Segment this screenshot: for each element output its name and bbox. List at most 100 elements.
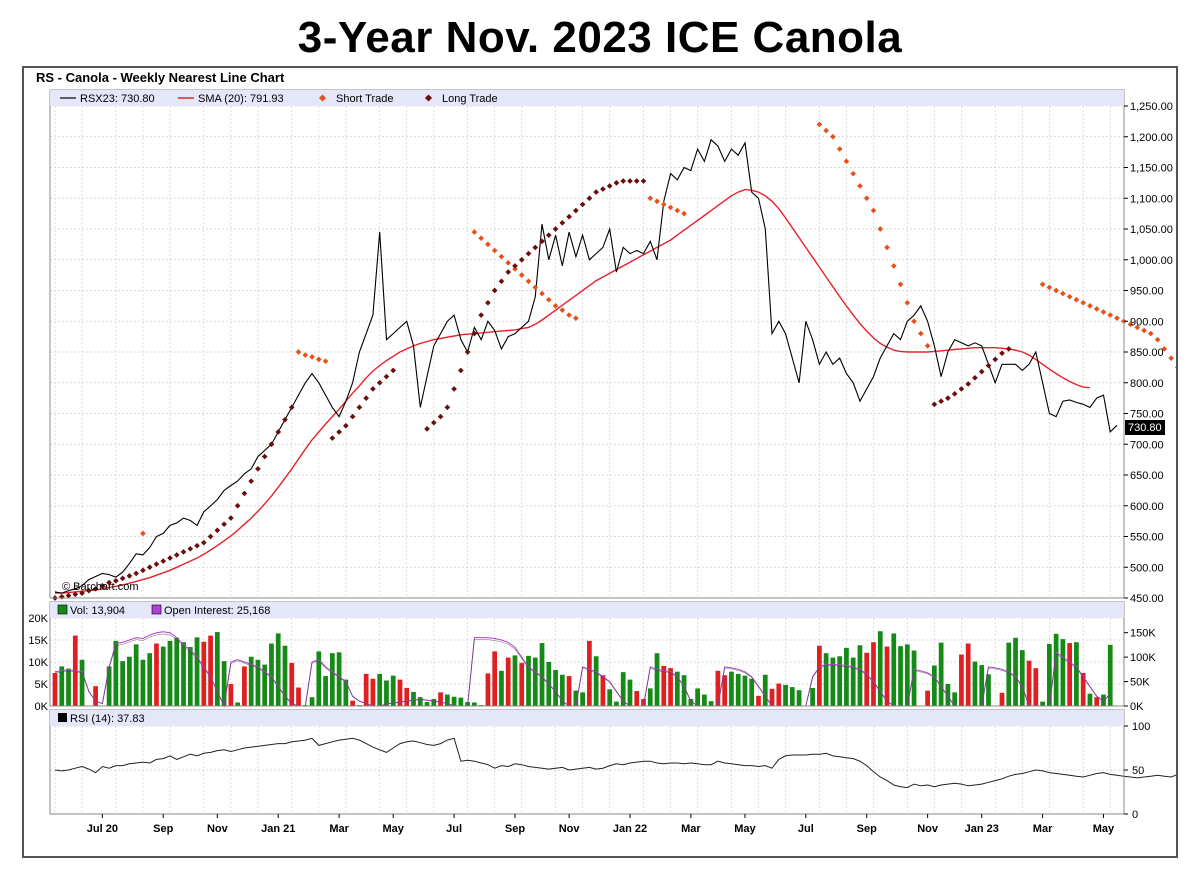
short-trade-marker <box>836 146 843 152</box>
short-trade-marker <box>1073 296 1080 303</box>
volume-bar <box>756 695 761 706</box>
volume-bar <box>749 678 755 706</box>
short-trade-marker <box>1127 321 1134 328</box>
volume-bar <box>532 657 538 706</box>
short-trade-marker <box>918 330 924 337</box>
short-trade-marker <box>667 204 674 211</box>
volume-bar <box>363 673 369 706</box>
sma-legend-label: SMA (20): 791.93 <box>198 93 284 105</box>
x-tick-label: Nov <box>917 823 939 835</box>
chart-frame: RS - Canola - Weekly Nearest Line Chart … <box>22 66 1178 858</box>
volume-bar <box>309 697 315 706</box>
volume-bar <box>438 692 443 706</box>
volume-bar <box>269 643 274 706</box>
volume-bar <box>614 701 619 706</box>
price-tick-label: 1,200.00 <box>1130 132 1173 144</box>
price-tick-label: 500.00 <box>1130 562 1164 574</box>
long-trade-marker <box>275 429 282 435</box>
short-trade-marker <box>505 259 512 266</box>
volume-bar <box>884 646 890 706</box>
volume-bar <box>214 632 220 706</box>
volume-bar <box>377 673 383 706</box>
volume-bar <box>580 692 585 706</box>
volume-bar <box>79 659 85 706</box>
long-trade-marker <box>451 386 457 392</box>
long-trade-marker <box>288 404 295 411</box>
volume-bar <box>566 676 572 706</box>
long-trade-marker <box>248 478 254 484</box>
volume-bar <box>654 653 660 706</box>
price-tick-label: 950.00 <box>1130 286 1164 298</box>
volume-bar <box>187 647 193 706</box>
long-trade-marker <box>424 426 430 432</box>
long-trade-marker <box>200 539 207 546</box>
volume-bar <box>850 657 856 706</box>
volume-bar <box>113 640 119 706</box>
volume-tick-label: 10K <box>28 657 48 669</box>
short-trade-marker <box>870 207 877 214</box>
short-trade-marker <box>877 226 884 232</box>
x-tick-label: Nov <box>559 823 581 835</box>
short-trade-marker <box>830 133 836 140</box>
volume-bar <box>472 702 477 706</box>
volume-bar <box>620 672 626 706</box>
oi-tick-label: 50K <box>1130 677 1150 689</box>
x-tick-label: Mar <box>681 823 701 835</box>
short-trade-marker <box>1039 281 1046 288</box>
long-trade-marker <box>951 390 958 397</box>
long-trade-marker <box>931 401 938 408</box>
long-trade-marker <box>539 238 545 245</box>
short-trade-marker <box>1060 290 1066 297</box>
volume-bar <box>329 653 335 706</box>
volume-bar <box>505 657 511 706</box>
x-tick-label: Sep <box>505 823 525 835</box>
volume-bar <box>573 690 579 706</box>
x-tick-label: Jul <box>798 823 814 835</box>
volume-bar <box>959 654 964 706</box>
long-trade-marker <box>613 180 620 186</box>
volume-bar <box>404 687 410 706</box>
short-trade-marker <box>681 210 687 217</box>
volume-bar <box>553 669 558 706</box>
volume-bar <box>559 674 565 706</box>
long-trade-marker <box>999 350 1005 357</box>
long-trade-marker <box>600 186 606 192</box>
short-trade-marker <box>566 312 572 318</box>
volume-bar <box>1107 644 1113 706</box>
volume-bar <box>837 656 843 706</box>
short-trade-marker <box>1087 303 1093 309</box>
short-trade-marker <box>843 158 850 165</box>
long-trade-marker <box>498 278 505 285</box>
rsi-tick-label: 0 <box>1132 809 1138 821</box>
price-tick-label: 450.00 <box>1130 593 1164 605</box>
price-tick-label: 550.00 <box>1130 532 1164 544</box>
volume-bar <box>201 641 207 706</box>
volume-bar <box>431 698 437 706</box>
long-trade-marker <box>370 386 376 392</box>
rsi-tick-label: 50 <box>1132 765 1144 777</box>
short-trade-marker <box>315 356 322 363</box>
volume-tick-label: 5K <box>35 679 49 691</box>
long-trade-marker <box>640 178 647 184</box>
rsi-line <box>54 737 1176 789</box>
price-tick-label: 900.00 <box>1130 316 1164 328</box>
price-panel <box>52 121 1176 601</box>
page-title: 3-Year Nov. 2023 ICE Canola <box>297 13 903 62</box>
volume-bar <box>127 656 132 706</box>
long-trade-marker <box>620 178 627 184</box>
long-trade-marker <box>173 552 180 558</box>
volume-bar <box>181 642 186 706</box>
short-trade-marker <box>857 183 863 189</box>
volume-bar <box>783 684 788 706</box>
rsi-legend-label: RSI (14): 37.83 <box>70 713 145 725</box>
short-trade-marker <box>1053 287 1059 294</box>
short-trade-marker <box>850 170 857 177</box>
short-trade-marker <box>897 281 904 288</box>
short-trade-marker <box>1093 306 1100 312</box>
long-trade-marker <box>945 395 951 401</box>
long-trade-marker <box>471 330 478 337</box>
volume-bar <box>411 691 416 706</box>
volume-bar <box>1101 694 1106 706</box>
short-trade-marker <box>911 318 917 325</box>
volume-bar <box>830 657 836 706</box>
